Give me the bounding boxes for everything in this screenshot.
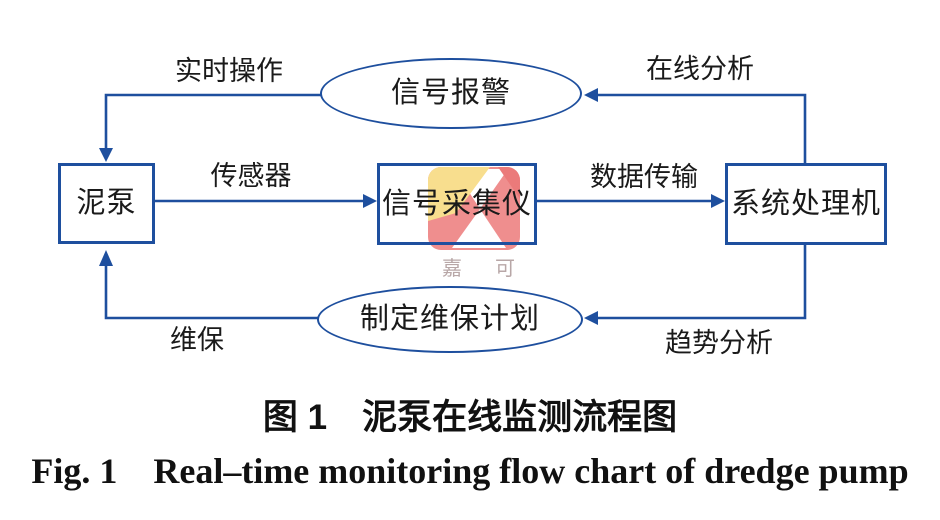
edge-processor-to-plan-line <box>597 244 807 320</box>
watermark-jiake: 嘉 可 <box>428 167 520 279</box>
node-signal-collector-label: 信号采集仪 <box>381 187 532 220</box>
caption-zh: 图 1 泥泵在线监测流程图 <box>262 398 678 437</box>
node-signal-alarm: 信号报警 <box>320 58 582 129</box>
caption-en: Fig. 1 Real–time monitoring flow chart o… <box>31 451 909 491</box>
edge-label-realtime-operation: 实时操作 <box>175 56 283 86</box>
edge-processor-to-alarm-line <box>597 93 807 164</box>
edge-label-online-analysis: 在线分析 <box>646 54 754 84</box>
edge-plan-to-pump-line <box>104 265 319 320</box>
node-maintenance-plan-label: 制定维保计划 <box>359 303 540 335</box>
edge-alarm-to-pump-line <box>104 93 321 150</box>
arrowhead-up-into-pump <box>99 250 113 266</box>
arrowhead-left-into-plan <box>584 311 598 325</box>
node-system-processor: 系统处理机 <box>725 163 887 245</box>
edge-label-trend-analysis: 趋势分析 <box>665 328 773 358</box>
edge-label-data-transmission: 数据传输 <box>590 162 698 192</box>
jiake-logo-icon <box>428 167 520 250</box>
watermark-text: 嘉 可 <box>442 258 529 280</box>
arrowhead-left-into-alarm <box>584 88 598 102</box>
node-signal-collector: 信号采集仪 <box>377 163 537 245</box>
node-pump-label: 泥泵 <box>76 187 137 219</box>
node-maintenance-plan: 制定维保计划 <box>317 286 583 353</box>
edge-label-maintenance: 维保 <box>170 325 224 355</box>
arrowhead-right-into-processor <box>711 194 725 208</box>
node-pump: 泥泵 <box>58 163 155 244</box>
arrowhead-right-into-collector <box>363 194 377 208</box>
node-system-processor-label: 系统处理机 <box>730 187 881 220</box>
arrowhead-down-into-pump <box>99 148 113 162</box>
edge-label-sensor: 传感器 <box>210 161 292 191</box>
node-signal-alarm-label: 信号报警 <box>390 77 511 109</box>
